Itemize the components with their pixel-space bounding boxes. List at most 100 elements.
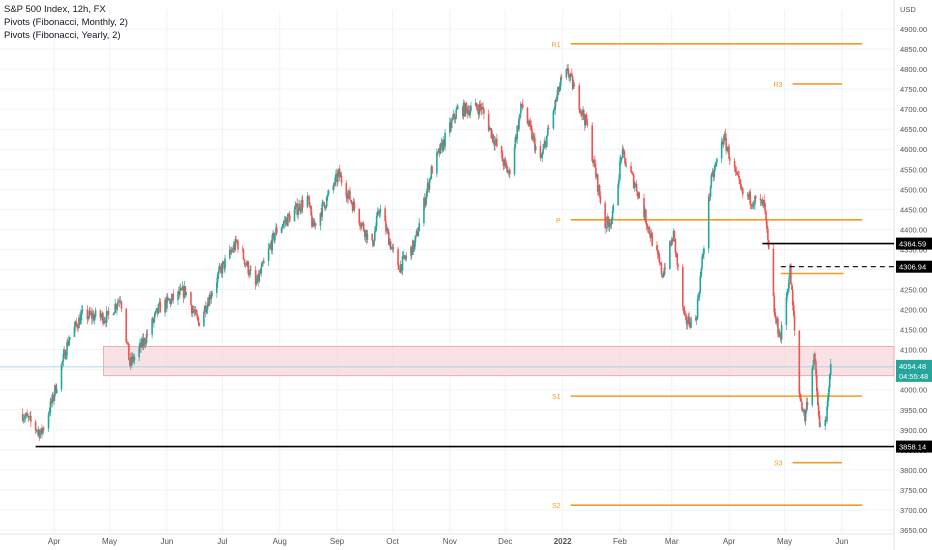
candle-body bbox=[442, 139, 445, 151]
candle-body bbox=[617, 184, 619, 206]
candle-body bbox=[99, 310, 102, 318]
candle-body bbox=[638, 192, 641, 198]
y-tick-label: 4200.00 bbox=[900, 306, 927, 315]
candle-body bbox=[793, 315, 796, 331]
x-tick-label: Apr bbox=[723, 537, 736, 546]
candle-body bbox=[773, 295, 776, 313]
candle-body bbox=[254, 270, 257, 285]
candle-body bbox=[386, 228, 389, 232]
candle-body bbox=[559, 77, 562, 86]
y-tick-label: 3900.00 bbox=[900, 426, 927, 435]
y-tick-label: 4150.00 bbox=[900, 326, 927, 335]
candle-body bbox=[476, 107, 479, 110]
candle-body bbox=[205, 309, 208, 313]
candle-body bbox=[710, 174, 713, 187]
candle-body bbox=[620, 157, 623, 159]
candle-body bbox=[229, 249, 232, 253]
pivot-label-s1: S1 bbox=[552, 394, 561, 401]
candle-body bbox=[208, 294, 211, 306]
candle-body bbox=[489, 127, 492, 129]
candle-body bbox=[519, 113, 521, 119]
candle-body bbox=[453, 113, 456, 119]
candle-body bbox=[100, 316, 102, 318]
candle-body bbox=[390, 247, 393, 250]
candle-body bbox=[828, 387, 830, 398]
candle-body bbox=[780, 324, 783, 340]
candle-body bbox=[361, 223, 363, 227]
candle-body bbox=[765, 211, 767, 220]
candle-body bbox=[714, 165, 716, 170]
candle-body bbox=[530, 125, 532, 129]
candle-body bbox=[268, 246, 271, 249]
candle-body bbox=[307, 196, 310, 198]
candle-body bbox=[177, 291, 180, 296]
candle-body bbox=[347, 193, 349, 199]
candle-body bbox=[764, 202, 766, 212]
candle-body bbox=[248, 273, 250, 275]
pivot-label-p: P bbox=[556, 218, 561, 225]
candle-body bbox=[385, 221, 387, 232]
indicator-yearly-pivots[interactable]: Pivots (Fibonacci, Yearly, 2) bbox=[4, 30, 121, 41]
candle-body bbox=[540, 157, 543, 158]
candle-body bbox=[506, 166, 508, 173]
candle-body bbox=[334, 177, 336, 186]
candle-body bbox=[656, 250, 659, 254]
chart-legend: S&P 500 Index, 12h, FX Pivots (Fibonacci… bbox=[4, 3, 128, 42]
candle-body bbox=[465, 103, 468, 108]
candle-body bbox=[104, 320, 106, 322]
candle-body bbox=[752, 205, 754, 207]
candle-body bbox=[468, 110, 470, 116]
candle-body bbox=[663, 268, 666, 276]
candle-body bbox=[686, 323, 689, 325]
candle-body bbox=[153, 313, 156, 319]
candle-body bbox=[297, 210, 299, 215]
indicator-monthly-pivots[interactable]: Pivots (Fibonacci, Monthly, 2) bbox=[4, 17, 128, 28]
candle-body bbox=[157, 304, 160, 314]
candle-body bbox=[288, 215, 291, 222]
candle-body bbox=[554, 100, 557, 110]
candle-body bbox=[209, 294, 212, 300]
candle-body bbox=[153, 318, 155, 323]
candle-body bbox=[428, 178, 431, 190]
candle-body bbox=[436, 151, 439, 153]
candle-body bbox=[410, 246, 413, 256]
candle-body bbox=[560, 77, 563, 79]
candle-body bbox=[429, 178, 432, 180]
candle-body bbox=[333, 185, 335, 186]
candle-body bbox=[310, 205, 312, 216]
candle-body bbox=[612, 205, 615, 211]
candle-body bbox=[64, 350, 66, 359]
candle-body bbox=[567, 68, 569, 74]
candle-body bbox=[312, 220, 315, 226]
candle-body bbox=[766, 219, 768, 229]
candle-body bbox=[791, 284, 793, 290]
candle-body bbox=[534, 137, 536, 151]
candle-body bbox=[399, 264, 402, 273]
candle-body bbox=[728, 146, 730, 159]
candle-body bbox=[375, 226, 377, 232]
candle-body bbox=[827, 397, 829, 407]
price-tag-4364-59: 4364.59 bbox=[899, 240, 926, 249]
candle-body bbox=[155, 308, 158, 311]
candle-body bbox=[673, 230, 676, 239]
candle-body bbox=[142, 338, 145, 346]
candle-body bbox=[635, 183, 638, 192]
candle-body bbox=[469, 110, 471, 116]
candle-body bbox=[23, 418, 26, 419]
candle-body bbox=[397, 249, 399, 265]
candle-body bbox=[625, 165, 628, 167]
candle-body bbox=[183, 286, 186, 298]
candle-body bbox=[301, 199, 303, 211]
candle-body bbox=[657, 253, 660, 258]
candle-body bbox=[521, 104, 524, 108]
candle-body bbox=[282, 223, 285, 227]
candle-body bbox=[541, 153, 544, 158]
candle-body bbox=[720, 141, 723, 159]
candle-body bbox=[129, 357, 132, 366]
candle-body bbox=[518, 118, 520, 130]
candle-body bbox=[42, 428, 44, 434]
candle-body bbox=[610, 219, 613, 225]
candle-body bbox=[244, 263, 247, 265]
candle-body bbox=[707, 196, 710, 249]
